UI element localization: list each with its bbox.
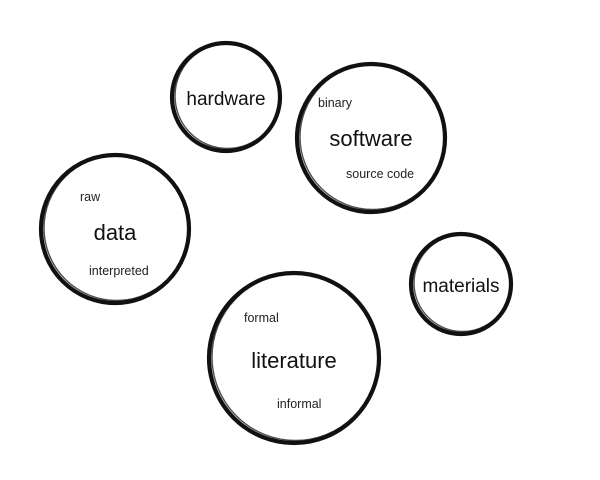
literature-node: formal literature informal [206,270,382,446]
hardware-node: hardware [169,40,283,154]
data-sub-bottom: interpreted [89,264,149,278]
literature-sub-top: formal [244,311,279,325]
software-node: binary software source code [294,61,448,215]
data-circle-stroke [43,154,190,302]
literature-label: literature [251,348,337,373]
literature-circle-stroke [211,272,380,442]
materials-node: materials [408,231,514,337]
materials-circle-stroke [413,233,512,333]
literature-sub-bottom: informal [277,397,321,411]
data-sub-top: raw [80,190,101,204]
software-sub-bottom: source code [346,167,414,181]
hardware-label: hardware [186,89,265,110]
data-node: raw data interpreted [38,152,192,306]
hardware-circle-stroke [174,42,281,150]
materials-label: materials [422,276,499,297]
data-label: data [94,220,138,245]
software-sub-top: binary [318,96,353,110]
software-circle-stroke [299,63,446,211]
software-label: software [329,126,412,151]
